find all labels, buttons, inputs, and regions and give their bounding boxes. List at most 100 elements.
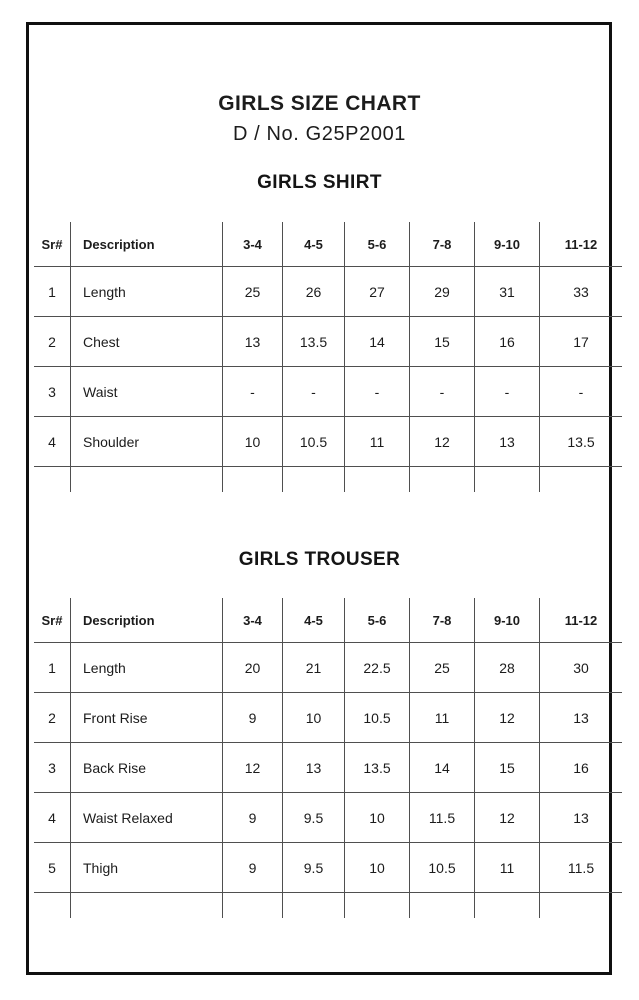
empty-cell: [282, 892, 345, 918]
size-value-cell: 10: [344, 792, 410, 843]
size-value-cell: 15: [409, 316, 475, 367]
empty-cell: [344, 892, 410, 918]
size-value-cell: 26: [282, 266, 345, 317]
size-value-cell: 25: [222, 266, 283, 317]
size-value-cell: 31: [474, 266, 540, 317]
girls-trouser-size-table: Sr# Description 3-4 4-5 5-6 7-8 9-10 11-12 1 Leng…: [34, 598, 622, 918]
size-value-cell: 13.5: [344, 742, 410, 793]
size-value-cell: 9.5: [282, 792, 345, 843]
table-row: 4 Shoulder 10 10.5 11 12 13 13.5: [34, 416, 622, 467]
size-value-cell: 9: [222, 692, 283, 743]
description-cell: Chest: [70, 316, 223, 367]
sr-cell: 1: [34, 266, 71, 317]
header-row: Sr# Description 3-4 4-5 5-6 7-8 9-10 11-12: [34, 222, 622, 267]
empty-cell: [539, 466, 622, 492]
size-value-cell: -: [409, 366, 475, 417]
sr-cell: 2: [34, 316, 71, 367]
size-value-cell: 25: [409, 642, 475, 693]
document-number: D / No. G25P2001: [232, 123, 407, 145]
size-value-cell: 28: [474, 642, 540, 693]
table-row: 3 Waist - - - - - -: [34, 366, 622, 417]
empty-cell: [70, 892, 223, 918]
column-header-7-8: 7-8: [409, 222, 475, 267]
size-value-cell: 9: [222, 842, 283, 893]
size-value-cell: 10.5: [344, 692, 410, 743]
size-value-cell: 12: [474, 792, 540, 843]
empty-cell: [474, 466, 540, 492]
table-row: 1 Length 25 26 27 29 31 33: [34, 266, 622, 317]
sr-cell: 5: [34, 842, 71, 893]
size-value-cell: 13: [539, 792, 622, 843]
sr-cell: 3: [34, 742, 71, 793]
girls-shirt-heading: GIRLS SHIRT: [257, 172, 382, 193]
column-header-description: Description: [70, 598, 223, 643]
size-value-cell: 10.5: [409, 842, 475, 893]
size-value-cell: 16: [474, 316, 540, 367]
size-value-cell: 14: [344, 316, 410, 367]
size-value-cell: 13.5: [282, 316, 345, 367]
sr-cell: 3: [34, 366, 71, 417]
size-value-cell: 13: [222, 316, 283, 367]
size-value-cell: -: [222, 366, 283, 417]
size-value-cell: 11.5: [409, 792, 475, 843]
column-header-5-6: 5-6: [344, 222, 410, 267]
table-row: 1 Length 20 21 22.5 25 28 30: [34, 642, 622, 693]
size-value-cell: 11.5: [539, 842, 622, 893]
size-value-cell: 15: [474, 742, 540, 793]
empty-stub-row: [34, 466, 622, 493]
empty-stub-row: [34, 892, 622, 919]
column-header-sr: Sr#: [34, 222, 71, 267]
header-row: Sr# Description 3-4 4-5 5-6 7-8 9-10 11-12: [34, 598, 622, 643]
size-value-cell: 9: [222, 792, 283, 843]
size-value-cell: 10: [222, 416, 283, 467]
size-value-cell: 33: [539, 266, 622, 317]
table-row: 5 Thigh 9 9.5 10 10.5 11 11.5: [34, 842, 622, 893]
size-value-cell: 17: [539, 316, 622, 367]
size-value-cell: -: [539, 366, 622, 417]
size-value-cell: 12: [409, 416, 475, 467]
size-value-cell: 20: [222, 642, 283, 693]
size-value-cell: 30: [539, 642, 622, 693]
size-value-cell: 22.5: [344, 642, 410, 693]
table-row: 2 Chest 13 13.5 14 15 16 17: [34, 316, 622, 367]
column-header-4-5: 4-5: [282, 598, 345, 643]
size-value-cell: 10.5: [282, 416, 345, 467]
size-value-cell: 13: [474, 416, 540, 467]
column-header-11-12: 11-12: [539, 222, 622, 267]
empty-cell: [70, 466, 223, 492]
column-header-description: Description: [70, 222, 223, 267]
description-cell: Waist: [70, 366, 223, 417]
size-value-cell: 11: [474, 842, 540, 893]
description-cell: Length: [70, 642, 223, 693]
girls-shirt-size-table: Sr# Description 3-4 4-5 5-6 7-8 9-10 11-12 1 Leng…: [34, 222, 622, 492]
empty-cell: [222, 466, 283, 492]
size-value-cell: 11: [344, 416, 410, 467]
description-cell: Back Rise: [70, 742, 223, 793]
column-header-4-5: 4-5: [282, 222, 345, 267]
column-header-5-6: 5-6: [344, 598, 410, 643]
empty-cell: [34, 893, 71, 919]
empty-cell: [409, 892, 475, 918]
size-value-cell: 11: [409, 692, 475, 743]
size-value-cell: 29: [409, 266, 475, 317]
empty-cell: [34, 467, 71, 493]
size-value-cell: 13.5: [539, 416, 622, 467]
size-value-cell: -: [474, 366, 540, 417]
empty-cell: [222, 892, 283, 918]
size-value-cell: 16: [539, 742, 622, 793]
size-value-cell: 9.5: [282, 842, 345, 893]
column-header-3-4: 3-4: [222, 222, 283, 267]
size-value-cell: -: [344, 366, 410, 417]
column-header-sr: Sr#: [34, 598, 71, 643]
description-cell: Shoulder: [70, 416, 223, 467]
table-row: 2 Front Rise 9 10 10.5 11 12 13: [34, 692, 622, 743]
size-value-cell: 27: [344, 266, 410, 317]
size-value-cell: 13: [539, 692, 622, 743]
empty-cell: [282, 466, 345, 492]
size-value-cell: 10: [282, 692, 345, 743]
description-cell: Waist Relaxed: [70, 792, 223, 843]
table-row: 3 Back Rise 12 13 13.5 14 15 16: [34, 742, 622, 793]
empty-cell: [409, 466, 475, 492]
description-cell: Length: [70, 266, 223, 317]
size-value-cell: 21: [282, 642, 345, 693]
